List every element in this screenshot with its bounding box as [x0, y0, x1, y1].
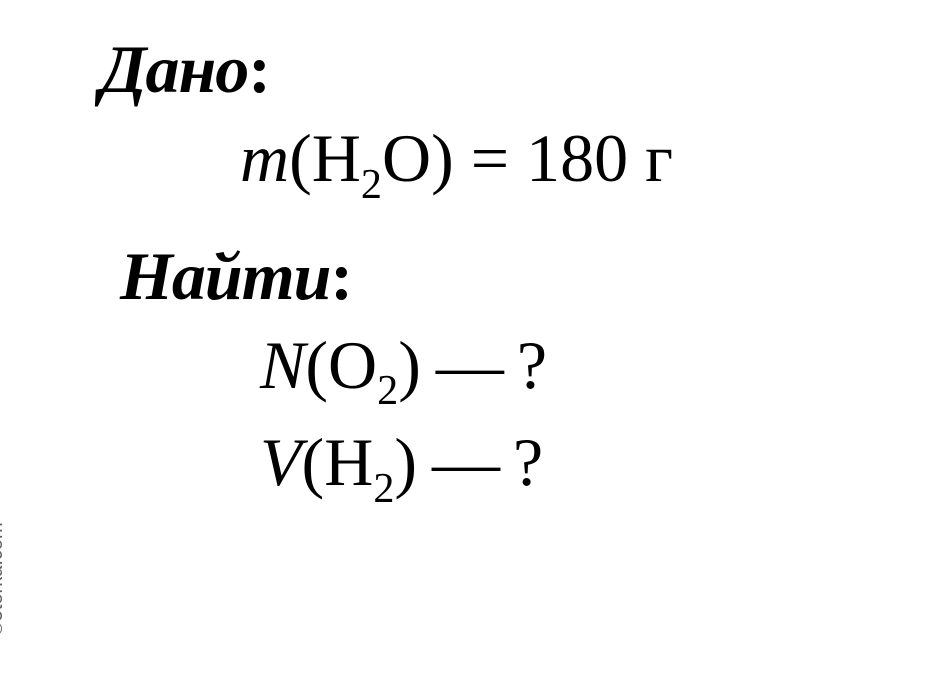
open-paren-2: (	[302, 424, 325, 500]
find-block: N(O2) — ? V(H2) — ?	[120, 326, 892, 511]
element-h: H	[312, 120, 361, 196]
given-colon: :	[248, 31, 270, 107]
value-180: 180	[526, 120, 628, 196]
open-paren: (	[289, 120, 312, 196]
close-paren-2: )	[394, 424, 417, 500]
subscript-2: 2	[361, 161, 382, 208]
problem-content: Дано: m(H2O) = 180 г Найти: N(O2) — ? V(…	[0, 0, 952, 551]
close-paren-1: )	[398, 327, 421, 403]
find-line-1: N(O2) — ?	[260, 326, 892, 414]
equals-sign: =	[454, 120, 526, 196]
given-formula: m(H2O) = 180 г	[240, 119, 892, 207]
subscript-h2: 2	[373, 465, 394, 512]
find-colon: :	[330, 238, 352, 314]
find-header: Найти:	[120, 237, 892, 316]
dash-1: —	[421, 327, 517, 403]
find-line-2: V(H2) — ?	[260, 423, 892, 511]
element-o: O	[382, 120, 431, 196]
given-header: Дано:	[100, 30, 892, 109]
question-2: ?	[513, 424, 543, 500]
v-variable: V	[260, 424, 302, 500]
subscript-o2: 2	[377, 367, 398, 414]
find-section: Найти: N(O2) — ? V(H2) — ?	[120, 237, 892, 511]
dash-2: —	[417, 424, 513, 500]
find-label: Найти	[120, 238, 330, 314]
close-paren: )	[431, 120, 454, 196]
open-paren-1: (	[305, 327, 328, 403]
mass-variable: m	[240, 120, 289, 196]
element-o2: O	[328, 327, 377, 403]
question-1: ?	[517, 327, 547, 403]
watermark-text: ©5terka.com	[0, 522, 8, 636]
unit-gram: г	[628, 120, 673, 196]
n-variable: N	[260, 327, 305, 403]
element-h2: H	[324, 424, 373, 500]
given-label: Дано	[100, 31, 248, 107]
